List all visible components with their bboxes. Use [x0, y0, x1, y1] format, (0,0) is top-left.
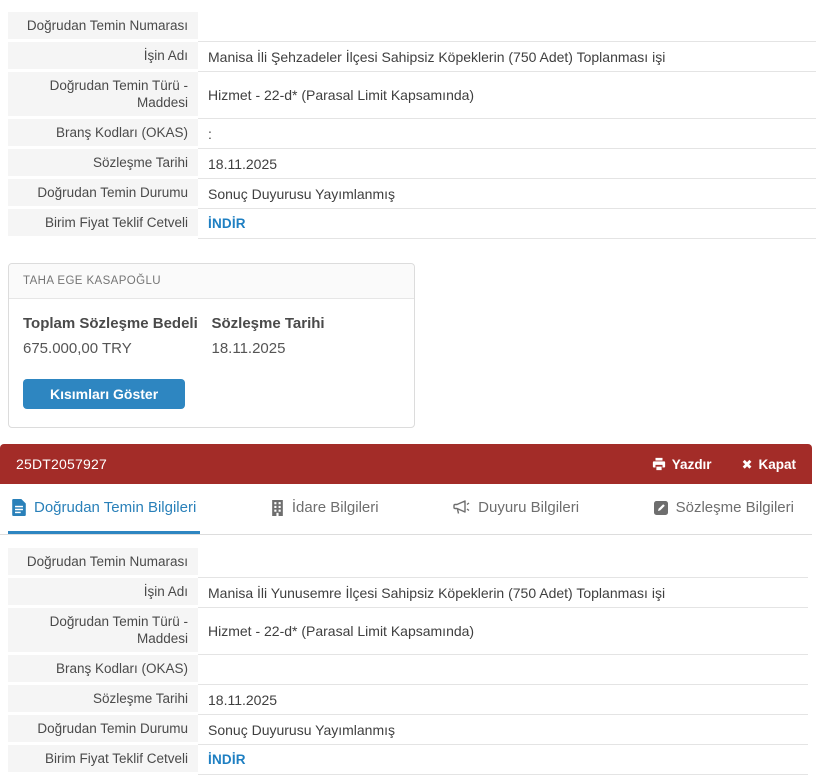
close-button[interactable]: ✖ Kapat — [742, 457, 796, 472]
total-amount-label: Toplam Sözleşme Bedeli — [23, 315, 198, 332]
table-row: Branş Kodları (OKAS) : — [8, 119, 816, 149]
field-label: Doğrudan Temin Durumu — [8, 179, 198, 209]
modal-tabs: Doğrudan Temin Bilgileri İdare Bilgileri — [0, 484, 812, 535]
table-row: Doğrudan Temin Durumu Sonuç Duyurusu Yay… — [8, 715, 808, 745]
procurement-number: 25DT2057927 — [16, 456, 107, 472]
field-value: 18.11.2025 — [198, 149, 816, 179]
modal-header: 25DT2057927 Yazdır ✖ Kapat — [0, 444, 812, 484]
field-value — [198, 655, 808, 685]
contract-card: TAHA EGE KASAPOĞLU Toplam Sözleşme Bedel… — [8, 263, 415, 428]
field-value: Hizmet - 22-d* (Parasal Limit Kapsamında… — [198, 72, 816, 119]
table-row: Doğrudan Temin Durumu Sonuç Duyurusu Yay… — [8, 179, 816, 209]
table-row: Doğrudan Temin Türü - Maddesi Hizmet - 2… — [8, 72, 816, 119]
table-row: Sözleşme Tarihi 18.11.2025 — [8, 685, 808, 715]
field-value: Sonuç Duyurusu Yayımlanmış — [198, 715, 808, 745]
table-row: Birim Fiyat Teklif Cetveli İNDİR — [8, 209, 816, 239]
tab-label: Duyuru Bilgileri — [478, 499, 580, 516]
show-parts-button[interactable]: Kısımları Göster — [23, 379, 186, 409]
field-label: Sözleşme Tarihi — [8, 685, 198, 715]
field-label: Doğrudan Temin Durumu — [8, 715, 198, 745]
table-row: Doğrudan Temin Numarası — [8, 548, 808, 578]
table-row: Doğrudan Temin Türü - Maddesi Hizmet - 2… — [8, 608, 808, 655]
top-detail-table: Doğrudan Temin Numarası İşin Adı Manisa … — [8, 12, 816, 239]
file-text-icon — [12, 499, 26, 516]
printer-icon — [652, 457, 666, 471]
field-label: Birim Fiyat Teklif Cetveli — [8, 209, 198, 239]
table-row: Branş Kodları (OKAS) — [8, 655, 808, 685]
field-value: Sonuç Duyurusu Yayımlanmış — [198, 179, 816, 209]
tab-label: Doğrudan Temin Bilgileri — [34, 499, 197, 516]
field-label: Doğrudan Temin Türü - Maddesi — [8, 608, 198, 655]
table-row: İşin Adı Manisa İli Şehzadeler İlçesi Sa… — [8, 42, 816, 72]
field-label: Birim Fiyat Teklif Cetveli — [8, 745, 198, 775]
field-label: İşin Adı — [8, 42, 198, 72]
field-value: Manisa İli Şehzadeler İlçesi Sahipsiz Kö… — [198, 42, 816, 72]
total-amount-value: 675.000,00 TRY — [23, 340, 132, 357]
field-value: Manisa İli Yunusemre İlçesi Sahipsiz Köp… — [198, 578, 808, 608]
close-icon: ✖ — [741, 456, 753, 472]
contract-date-value: 18.11.2025 — [211, 340, 286, 357]
field-value: Hizmet - 22-d* (Parasal Limit Kapsamında… — [198, 608, 808, 655]
tab-duyuru-bilgileri[interactable]: Duyuru Bilgileri — [449, 484, 583, 534]
download-link[interactable]: İNDİR — [198, 745, 808, 775]
field-value — [198, 12, 816, 42]
field-label: Doğrudan Temin Numarası — [8, 548, 198, 578]
contractor-name: TAHA EGE KASAPOĞLU — [9, 264, 414, 299]
contract-date-label: Sözleşme Tarihi — [211, 315, 325, 332]
table-row: İşin Adı Manisa İli Yunusemre İlçesi Sah… — [8, 578, 808, 608]
table-row: Doğrudan Temin Numarası — [8, 12, 816, 42]
table-row: Sözleşme Tarihi 18.11.2025 — [8, 149, 816, 179]
field-value: : — [198, 119, 816, 149]
download-link[interactable]: İNDİR — [198, 209, 816, 239]
print-label: Yazdır — [671, 456, 712, 472]
tab-idare-bilgileri[interactable]: İdare Bilgileri — [267, 484, 383, 534]
print-button[interactable]: Yazdır — [652, 457, 712, 472]
field-label: Branş Kodları (OKAS) — [8, 655, 198, 685]
field-label: Sözleşme Tarihi — [8, 149, 198, 179]
field-label: İşin Adı — [8, 578, 198, 608]
table-row: Birim Fiyat Teklif Cetveli İNDİR — [8, 745, 808, 775]
direct-procurement-modal: 25DT2057927 Yazdır ✖ Kapat — [0, 444, 812, 775]
tab-dogrudan-temin-bilgileri[interactable]: Doğrudan Temin Bilgileri — [8, 484, 201, 534]
pencil-square-icon — [653, 500, 668, 515]
field-label: Doğrudan Temin Türü - Maddesi — [8, 72, 198, 119]
tab-sozlesme-bilgileri[interactable]: Sözleşme Bilgileri — [650, 484, 798, 534]
building-icon — [271, 499, 284, 516]
tab-label: İdare Bilgileri — [291, 499, 379, 516]
field-label: Doğrudan Temin Numarası — [8, 12, 198, 42]
modal-detail-table: Doğrudan Temin Numarası İşin Adı Manisa … — [8, 548, 808, 775]
megaphone-icon — [453, 500, 470, 515]
field-value: 18.11.2025 — [198, 685, 808, 715]
field-label: Branş Kodları (OKAS) — [8, 119, 198, 149]
close-label: Kapat — [758, 456, 796, 472]
field-value — [198, 548, 808, 578]
tab-label: Sözleşme Bilgileri — [675, 499, 794, 516]
